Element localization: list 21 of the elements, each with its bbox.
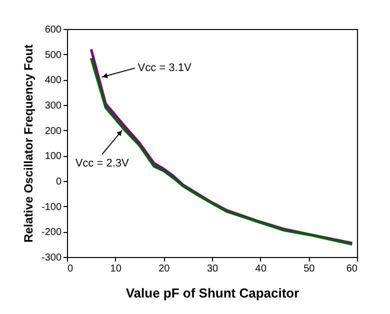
y-tick-label: 200 <box>44 126 62 137</box>
x-tick-label: 60 <box>346 264 358 274</box>
annotation: Vcc = 3.1V <box>138 62 192 74</box>
y-tick-label: 100 <box>44 151 62 162</box>
y-tick-label: -200 <box>41 227 62 238</box>
y-tick-label: -100 <box>41 202 62 213</box>
y-tick-label: 400 <box>44 75 62 86</box>
annotation: Vcc = 2.3V <box>75 157 130 170</box>
x-tick-label: 20 <box>158 264 170 274</box>
y-tick-label: 0 <box>56 176 62 188</box>
x-tick-label: 10 <box>110 264 122 274</box>
y-tick-label: 600 <box>44 24 62 36</box>
x-tick-label: 40 <box>255 264 267 274</box>
y-tick-label: 500 <box>44 50 62 61</box>
y-tick-label: 300 <box>44 100 62 112</box>
x-tick-label: 30 <box>206 264 218 274</box>
x-axis-title: Value pF of Shunt Capacitor <box>126 286 300 300</box>
y-tick-label: -300 <box>41 252 62 264</box>
y-axis-title: Relative Oscillator Frequency Fout <box>21 44 36 243</box>
x-tick-label: 50 <box>304 264 316 274</box>
x-tick-label: 0 <box>68 264 74 274</box>
